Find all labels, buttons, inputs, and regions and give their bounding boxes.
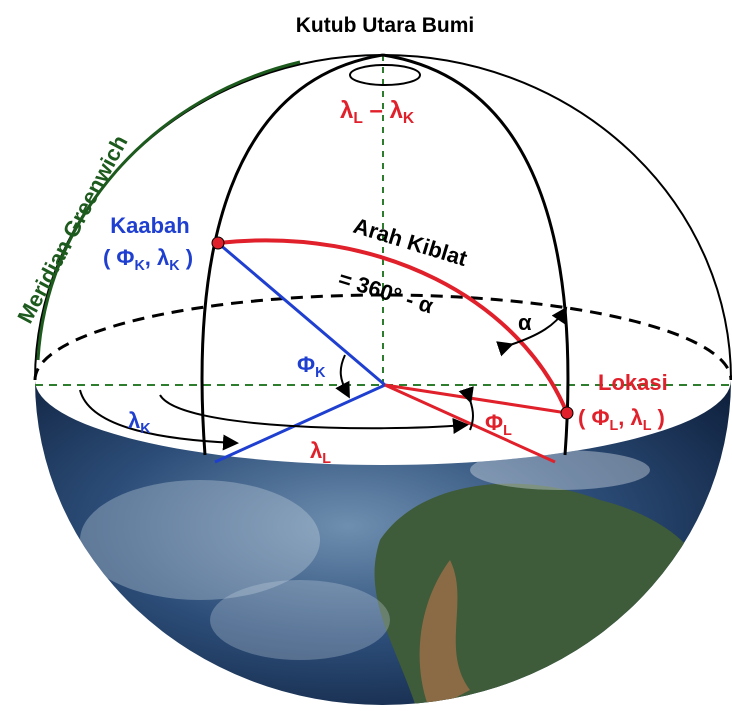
lambda-k-label: λK bbox=[128, 408, 151, 437]
symbol: – λ bbox=[363, 97, 403, 124]
north-pole-label: Kutub Utara Bumi bbox=[296, 14, 475, 37]
symbol: ( Φ bbox=[578, 405, 610, 430]
subscript: K bbox=[140, 421, 151, 437]
lambda-diff: λL – λK bbox=[340, 97, 415, 127]
symbol: λ bbox=[310, 438, 322, 463]
lokasi-coords: ( ΦL, λL ) bbox=[578, 405, 665, 434]
diagram: Kutub Utara Bumi λL – λK Meridian Greenw… bbox=[0, 0, 732, 711]
phi-l-label: ΦL bbox=[485, 410, 512, 439]
phi-k-arrow bbox=[341, 355, 348, 395]
symbol: Φ bbox=[297, 352, 315, 377]
kaabah-equator-radius bbox=[215, 385, 385, 462]
subscript: K bbox=[403, 110, 415, 127]
symbol: Φ bbox=[485, 410, 503, 435]
arah-kiblat-label: Arah Kiblat bbox=[351, 213, 471, 271]
symbol: λ bbox=[128, 408, 140, 433]
lokasi-label: Lokasi bbox=[598, 370, 668, 395]
subscript: L bbox=[610, 418, 619, 434]
symbol: ) bbox=[651, 405, 664, 430]
pole-angle bbox=[350, 65, 420, 85]
lokasi-equator-radius bbox=[385, 385, 555, 462]
lokasi-point bbox=[561, 407, 573, 419]
subscript: L bbox=[503, 423, 512, 439]
symbol: ( Φ bbox=[103, 245, 135, 270]
symbol: , λ bbox=[145, 245, 169, 270]
subscript: L bbox=[322, 451, 331, 467]
phi-k-label: ΦK bbox=[297, 352, 326, 381]
lambda-l-label: λL bbox=[310, 438, 331, 467]
subscript: L bbox=[353, 110, 363, 127]
kaabah-label: Kaabah bbox=[110, 213, 189, 238]
symbol: , λ bbox=[618, 405, 642, 430]
kaabah-coords: ( ΦK, λK ) bbox=[103, 245, 193, 274]
subscript: L bbox=[643, 418, 652, 434]
phi-l-arrow bbox=[470, 400, 473, 430]
symbol: λ bbox=[340, 97, 353, 124]
subscript: K bbox=[315, 365, 326, 381]
symbol: ) bbox=[180, 245, 193, 270]
kaabah-point bbox=[212, 237, 224, 249]
alpha-label: α bbox=[518, 310, 532, 335]
